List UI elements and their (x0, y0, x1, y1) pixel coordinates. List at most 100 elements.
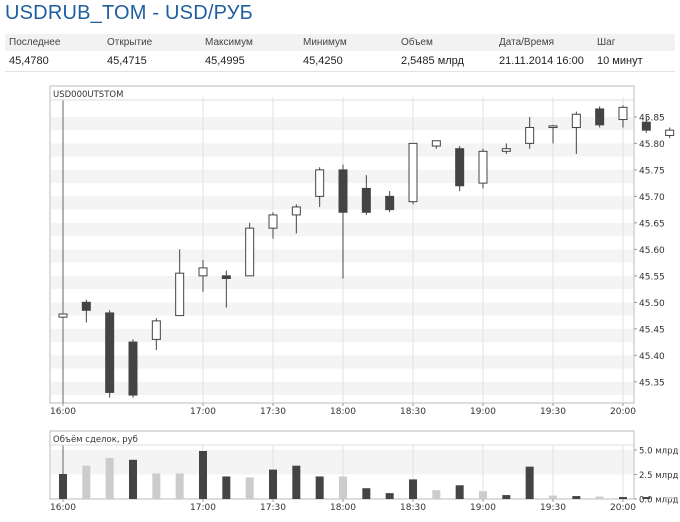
candle-body (618, 106, 628, 121)
value-high: 45,4995 (201, 51, 299, 72)
volume-bar (175, 473, 184, 499)
price-y-tick-label: 45.60 (639, 246, 665, 256)
volume-bar (315, 476, 324, 499)
volume-x-tick-label: 16:00 (50, 503, 76, 513)
volume-x-tick-label: 20:00 (610, 503, 636, 513)
candle-body (81, 301, 91, 311)
price-grid-band (51, 302, 633, 316)
candle-body (595, 108, 605, 126)
price-x-tick-label: 19:30 (540, 407, 566, 417)
volume-grid-band (51, 450, 633, 475)
price-x-tick-label: 18:00 (330, 407, 356, 417)
volume-bar (245, 477, 254, 499)
candle-body (221, 275, 231, 279)
candle-body (151, 320, 161, 340)
price-x-tick-label: 19:00 (470, 407, 496, 417)
volume-bar (525, 466, 534, 499)
header-step: Шаг (593, 34, 675, 51)
volume-bar (339, 476, 347, 499)
volume-bar (479, 491, 487, 499)
volume-bar (642, 497, 651, 499)
price-grid-band (51, 355, 633, 369)
header-datetime: Дата/Время (495, 34, 593, 51)
candle-body (245, 227, 255, 277)
volume-bar (432, 490, 441, 499)
price-y-tick-label: 45.65 (639, 219, 665, 229)
volume-bar (129, 459, 137, 499)
candle-body (338, 169, 348, 213)
value-open: 45,4715 (103, 51, 201, 72)
volume-x-tick-label: 18:00 (330, 503, 356, 513)
volume-bar (665, 497, 674, 499)
candle-body (431, 140, 441, 147)
candle-body (455, 148, 465, 187)
price-grid-band (51, 275, 633, 290)
candle-body (548, 125, 558, 128)
volume-bar (59, 474, 67, 499)
volume-x-tick-label: 17:00 (190, 503, 216, 513)
candle-body (501, 148, 511, 152)
volume-bar (502, 495, 511, 499)
volume-x-tick-label: 19:30 (540, 503, 566, 513)
volume-bar (455, 485, 464, 499)
volume-bar (105, 457, 114, 499)
price-x-tick-label: 17:00 (190, 407, 216, 417)
header-volume: Объем (397, 34, 495, 51)
volume-bar (619, 497, 627, 499)
candle-body (105, 312, 115, 393)
value-step: 10 минут (593, 51, 675, 72)
price-x-tick-label: 17:30 (260, 407, 286, 417)
value-last: 45,4780 (5, 51, 103, 72)
candle-body (58, 313, 68, 318)
value-low: 45,4250 (299, 51, 397, 72)
price-grid-band (51, 143, 633, 157)
price-x-tick-label: 20:00 (610, 407, 636, 417)
quote-table: Последнее Открытие Максимум Минимум Объе… (5, 34, 675, 72)
candle-body (525, 126, 535, 144)
candle-body (198, 267, 208, 277)
header-low: Минимум (299, 34, 397, 51)
volume-bar (595, 496, 604, 499)
candle-body (268, 214, 278, 229)
value-volume: 2,5485 млрд (397, 51, 495, 72)
price-y-tick-label: 45.50 (639, 299, 665, 309)
candle-body (385, 195, 395, 211)
header-last: Последнее (5, 34, 103, 51)
price-x-tick-label: 18:30 (400, 407, 426, 417)
volume-x-tick-label: 19:00 (470, 503, 496, 513)
volume-panel-title: Объём сделок, руб (53, 435, 138, 445)
candle-body (315, 169, 325, 197)
candle-body (128, 341, 138, 396)
price-grid-band (51, 381, 633, 396)
volume-bar (222, 476, 231, 499)
volume-x-tick-label: 17:30 (260, 503, 286, 513)
price-y-tick-label: 45.70 (639, 193, 665, 203)
price-y-tick-label: 45.85 (639, 113, 665, 123)
volume-bar (362, 488, 371, 499)
candle-body (478, 150, 488, 184)
volume-bar (82, 465, 91, 499)
volume-x-tick-label: 18:30 (400, 503, 426, 513)
volume-bar (549, 495, 557, 499)
volume-bar (152, 473, 161, 499)
candle-body (665, 129, 675, 136)
header-high: Максимум (201, 34, 299, 51)
page-title: USDRUB_TOM - USD/РУБ (5, 2, 253, 24)
candle-body (291, 206, 301, 216)
volume-y-tick-label: 5.0 млрд (639, 447, 678, 457)
candle-body (361, 187, 371, 213)
quote-value-row: 45,4780 45,4715 45,4995 45,4250 2,5485 м… (5, 51, 675, 72)
quote-header-row: Последнее Открытие Максимум Минимум Объе… (5, 34, 675, 51)
price-panel-title: USD000UTSTOM (53, 90, 123, 100)
volume-bar (292, 465, 301, 499)
volume-bar (199, 450, 207, 499)
candle-body (571, 113, 581, 128)
volume-bar (269, 469, 277, 499)
value-datetime: 21.11.2014 16:00 (495, 51, 593, 72)
volume-y-tick-label: 0.0 млрд (639, 496, 678, 506)
header-open: Открытие (103, 34, 201, 51)
price-y-tick-label: 45.40 (639, 352, 665, 362)
volume-bar (409, 479, 417, 499)
price-panel-frame (49, 85, 635, 404)
